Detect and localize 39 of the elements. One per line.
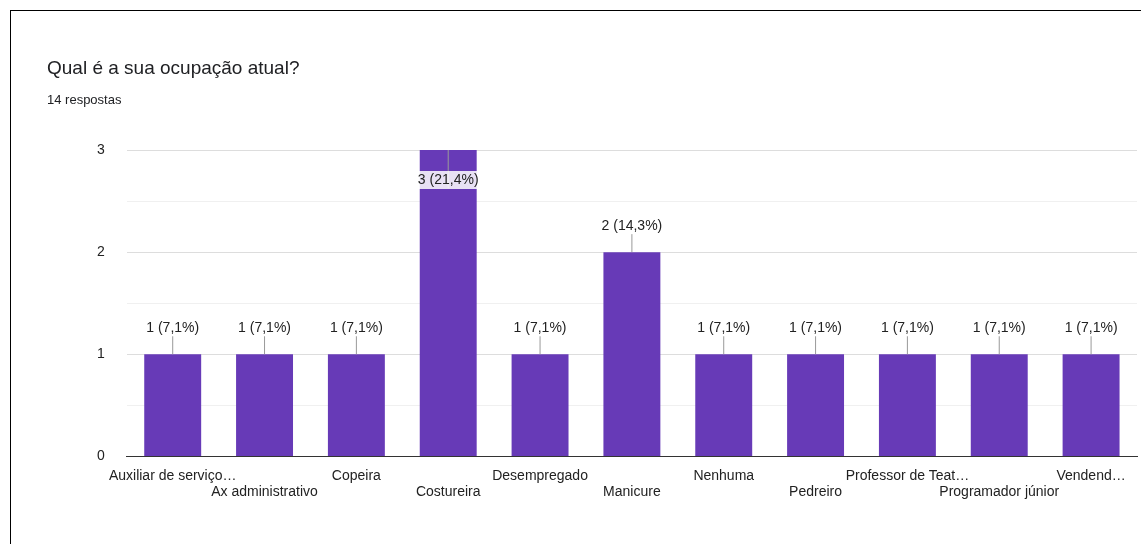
bar — [236, 354, 294, 456]
data-label: 1 (7,1%) — [697, 319, 751, 336]
x-tick-label: Ax administrativo — [211, 483, 319, 500]
x-tick-label: Desempregado — [492, 466, 589, 483]
x-tick-label: Vendend… — [1056, 466, 1126, 483]
data-label: 1 (7,1%) — [880, 319, 934, 336]
data-label: 1 (7,1%) — [329, 319, 383, 336]
bar — [695, 354, 753, 456]
chart-subtitle: 14 respostas — [47, 92, 122, 107]
bar — [1062, 354, 1120, 456]
y-tick-label: 2 — [96, 242, 105, 259]
bar — [511, 354, 569, 456]
x-tick-label: Manicure — [603, 483, 661, 500]
data-label: 1 (7,1%) — [513, 319, 567, 336]
x-tick-label: Costureira — [415, 483, 481, 500]
data-label: 3 (21,4%) — [417, 170, 479, 187]
data-label: 1 (7,1%) — [972, 319, 1026, 336]
x-tick-label: Professor de Teat… — [845, 466, 970, 483]
x-tick-label: Copeira — [331, 466, 382, 483]
chart-title: Qual é a sua ocupação atual? — [47, 57, 300, 79]
bar — [327, 354, 385, 456]
bar — [970, 354, 1028, 456]
data-label: 1 (7,1%) — [789, 319, 843, 336]
x-tick-label: Auxiliar de serviço… — [108, 466, 237, 483]
bar — [787, 354, 845, 456]
data-label: 1 (7,1%) — [1064, 319, 1118, 336]
data-label: 2 (14,3%) — [601, 216, 663, 233]
bar — [419, 150, 477, 456]
data-label: 1 (7,1%) — [238, 319, 291, 336]
bar — [603, 252, 661, 456]
x-tick-label: Programador júnior — [939, 483, 1060, 500]
x-tick-label: Nenhuma — [693, 466, 755, 483]
bar — [878, 354, 936, 456]
bar — [144, 354, 202, 456]
x-tick-label: Pedreiro — [789, 483, 843, 500]
y-tick-label: 0 — [96, 447, 105, 464]
y-tick-label: 1 — [96, 345, 105, 362]
data-label: 1 (7,1%) — [146, 319, 200, 336]
y-tick-label: 3 — [96, 140, 105, 157]
